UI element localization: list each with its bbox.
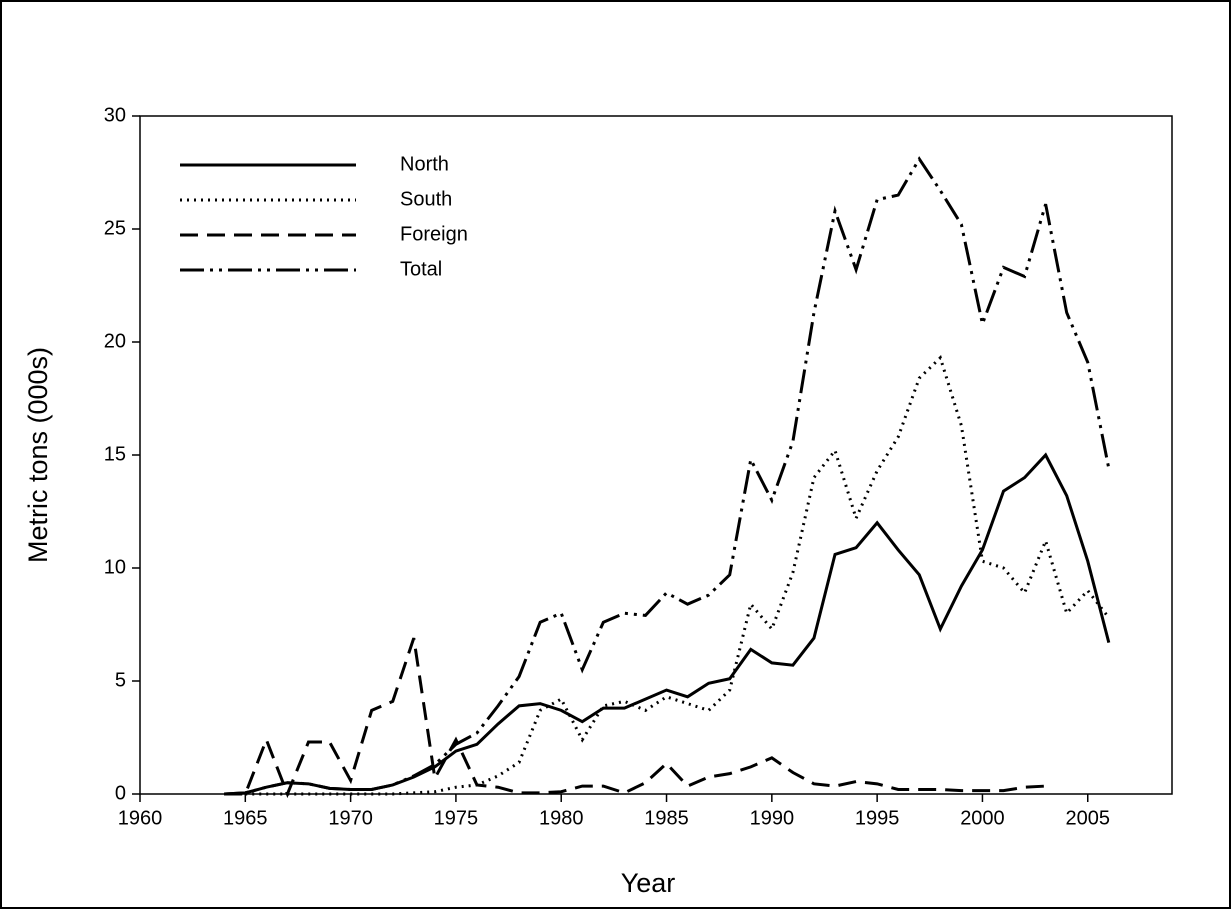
y-tick-label: 25	[104, 217, 126, 239]
legend-label: South	[400, 188, 452, 210]
x-tick-label: 1960	[118, 807, 163, 829]
x-tick-label: 1965	[223, 807, 268, 829]
x-tick-label: 1980	[539, 807, 584, 829]
y-tick-label: 15	[104, 443, 126, 465]
x-tick-label: 2000	[960, 807, 1005, 829]
series-line	[224, 156, 1111, 796]
x-tick-label: 1990	[750, 807, 795, 829]
y-tick-label: 20	[104, 330, 126, 352]
x-tick-label: 1985	[644, 807, 689, 829]
x-tick-label: 1995	[855, 807, 900, 829]
legend-label: Total	[400, 258, 442, 280]
series-line	[224, 637, 1046, 799]
y-tick-label: 30	[104, 104, 126, 126]
legend-label: Foreign	[400, 223, 468, 245]
y-tick-label: 5	[115, 669, 126, 691]
x-tick-label: 1975	[434, 807, 479, 829]
x-tick-label: 1970	[328, 807, 373, 829]
y-axis-label: Metric tons (000s)	[23, 347, 53, 563]
x-axis-label: Year	[621, 868, 676, 898]
x-tick-label: 2005	[1066, 807, 1111, 829]
legend-label: North	[400, 153, 449, 175]
series-line	[224, 355, 1111, 796]
y-tick-label: 10	[104, 556, 126, 578]
y-tick-label: 0	[115, 782, 126, 804]
